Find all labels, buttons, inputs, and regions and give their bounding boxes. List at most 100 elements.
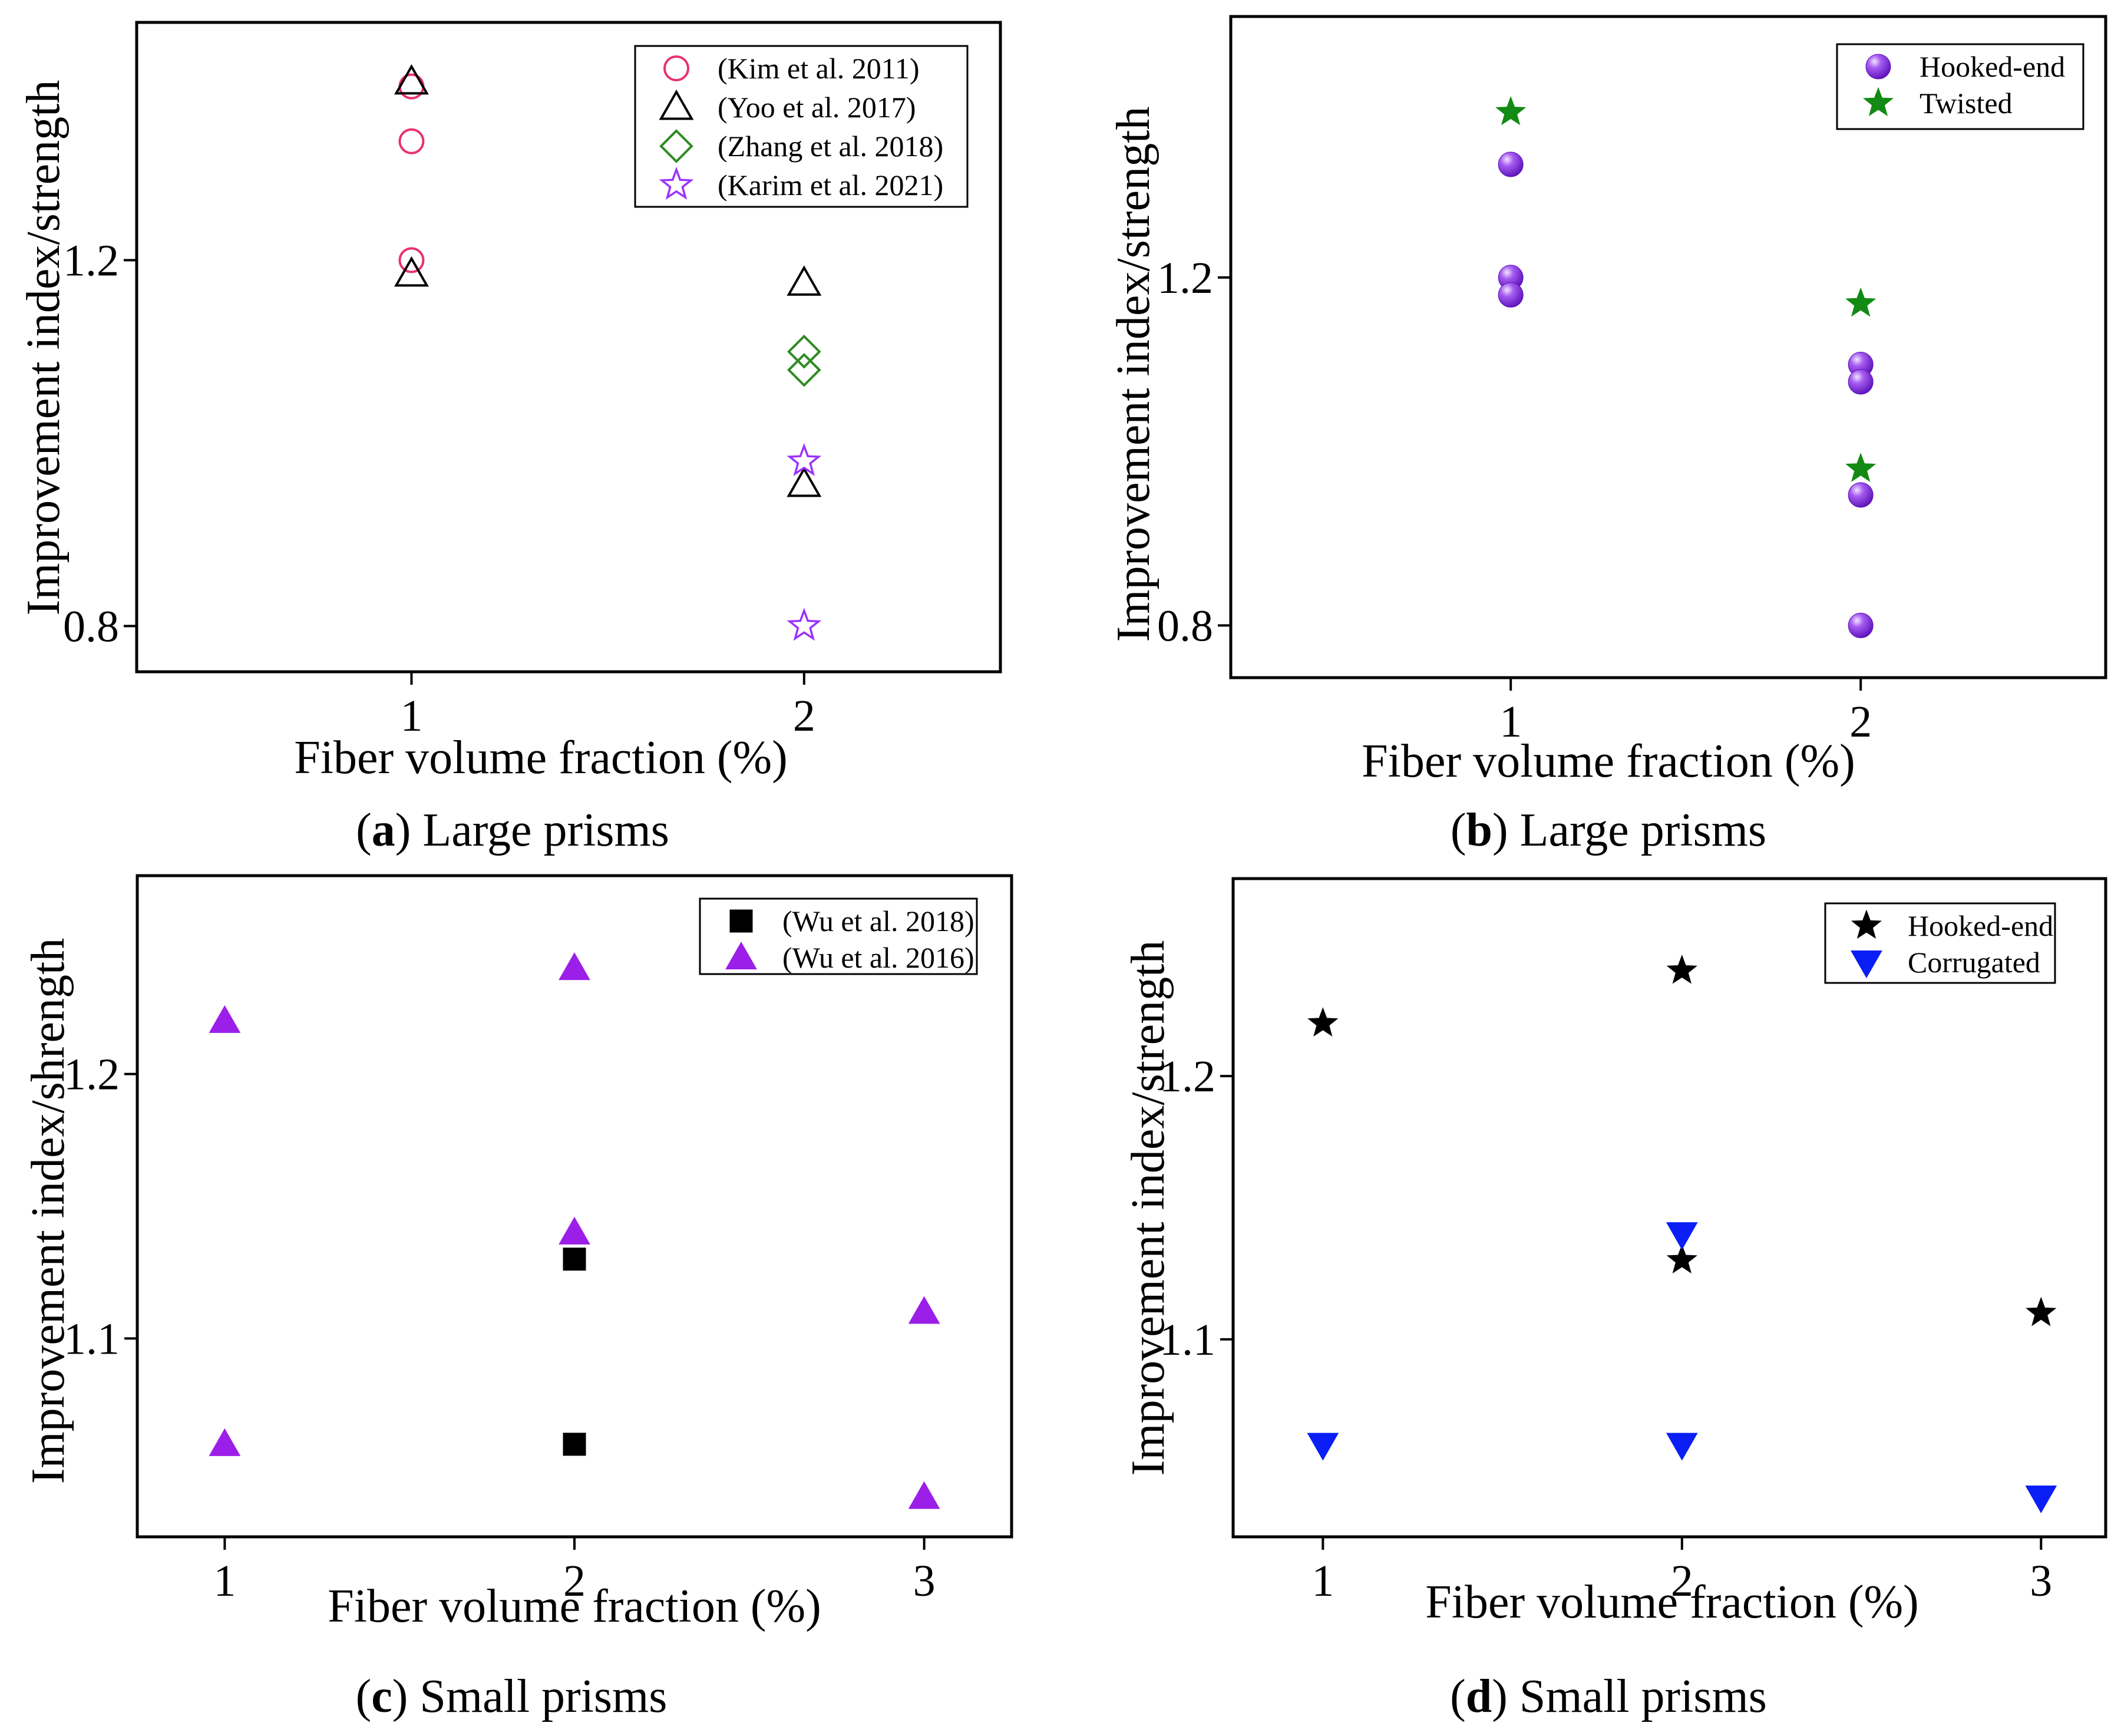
panel-a-axes-frame (135, 21, 1002, 674)
panel-a-legend-label: (Zhang et al. 2018) (718, 130, 943, 163)
panel-d-ytick-label: 1.2 (1159, 1052, 1215, 1101)
panel-b-xlabel: Fiber volume fraction (%) (1362, 735, 1855, 787)
panel-a-point-circle (398, 247, 425, 273)
panel-b-caption-letter: b (1466, 804, 1493, 856)
panel-a-caption: (a) Large prisms (356, 804, 669, 856)
panel-b-legend-label: Twisted (1920, 87, 2013, 120)
panel-b-ytick-label: 1.2 (1157, 253, 1213, 303)
panel-b-legend-marker (1862, 87, 1894, 117)
panel-a-ytick-label: 0.8 (63, 602, 119, 651)
panel-d-point-star (2026, 1296, 2057, 1326)
panel-c-xtick-label: 2 (563, 1556, 586, 1606)
panel-d-point-star (1666, 954, 1697, 984)
panel-b-point-sphere (1498, 282, 1524, 308)
panel-a: 1 2 0.8 1.2 (Kim et al. 2011) (Yoo et al. 201… (18, 21, 1002, 856)
panel-d-point-triangle-down (1666, 1222, 1698, 1250)
panel-a-legend-marker (663, 55, 689, 81)
panel-a-legend-label: (Kim et al. 2011) (718, 52, 920, 85)
panel-d-caption: (d) Small prisms (1450, 1671, 1767, 1722)
panel-c-ytick-label: 1.2 (64, 1050, 120, 1100)
panel-d-caption-letter: d (1466, 1671, 1492, 1722)
panel-b-plot: 1 2 0.8 1.2 Hooked-end Twisted (1157, 15, 2107, 747)
panel-c-plot: 1 2 3 1.1 1.2 (Wu et al. 2018)(Wu et al. 2016… (64, 874, 1013, 1606)
panel-d-xtick-label: 3 (2030, 1556, 2052, 1606)
panel-c-point-triangle-up (209, 1005, 241, 1033)
panel-c-point-triangle-up (559, 1216, 590, 1245)
panel-a-legend-marker (659, 129, 693, 163)
panel-d-legend-marker (1851, 909, 1882, 939)
panel-c-point-triangle-up (908, 1296, 940, 1324)
panel-c-ytick-label: 1.1 (64, 1314, 120, 1364)
panel-a-caption-text: Large prisms (422, 804, 669, 856)
panel-c: 1 2 3 1.1 1.2 (Wu et al. 2018)(Wu et al. 2016… (22, 874, 1013, 1722)
panel-d-point-triangle-down (2025, 1485, 2057, 1513)
panel-b: 1 2 0.8 1.2 Hooked-end Twisted Improvement in… (1108, 15, 2107, 856)
panel-a-plot: 1 2 0.8 1.2 (Kim et al. 2011) (Yoo et al. 201… (63, 21, 1002, 741)
panel-b-point-star (1495, 95, 1527, 126)
panel-a-legend-marker (659, 166, 694, 200)
panel-c-caption-letter: c (371, 1671, 392, 1722)
panel-c-xtick-label: 3 (913, 1556, 936, 1606)
panel-b-caption-text: Large prisms (1520, 804, 1766, 856)
panel-b-xtick-label: 1 (1499, 697, 1522, 747)
panel-d-xtick-label: 2 (1671, 1556, 1693, 1606)
panel-a-legend-label: (Karim et al. 2021) (718, 169, 943, 202)
panel-c-caption-text: Small prisms (419, 1671, 667, 1722)
panel-a-ytick-label: 1.2 (63, 236, 119, 286)
panel-a-point-star (787, 443, 822, 477)
panel-b-point-sphere (1848, 482, 1874, 508)
panel-b-point-sphere (1498, 151, 1524, 177)
panel-b-point-sphere (1848, 612, 1874, 638)
panel-a-xtick-label: 1 (400, 691, 422, 741)
panel-c-point-square (563, 1247, 586, 1271)
panel-d-point-star (1307, 1007, 1339, 1037)
panel-a-point-triangle-up (787, 466, 822, 497)
panel-a-xlabel: Fiber volume fraction (%) (294, 732, 788, 784)
panel-d-legend-label: Corrugated (1908, 946, 2040, 979)
panel-d-axes-frame (1231, 877, 2107, 1539)
panel-d-xtick-label: 1 (1311, 1556, 1334, 1606)
panel-d-legend-marker (1851, 950, 1882, 979)
panel-c-caption: (c) Small prisms (356, 1671, 668, 1722)
panel-b-axes-frame (1229, 15, 2107, 679)
panel-b-ylabel: Improvement index/strength (1108, 107, 1159, 642)
panel-d-caption-text: Small prisms (1519, 1671, 1767, 1722)
panel-c-legend-marker (729, 909, 753, 933)
panel-c-xtick-label: 1 (213, 1556, 236, 1606)
panel-d-plot: 1 2 3 1.1 1.2 Hooked-end Corrugated (1159, 877, 2107, 1606)
panel-d-point-star (1666, 1244, 1697, 1274)
panel-d-point-triangle-down (1307, 1433, 1339, 1461)
panel-c-ylabel: Improvement index/shrength (22, 938, 74, 1484)
panel-b-point-star (1845, 453, 1876, 482)
panel-c-point-square (563, 1433, 586, 1456)
panel-c-xlabel: Fiber volume fraction (%) (328, 1580, 821, 1632)
panel-b-point-star (1845, 287, 1876, 317)
panel-a-ylabel: Improvement index/strength (18, 80, 70, 616)
panel-a-point-triangle-up (787, 265, 822, 296)
panel-c-point-triangle-up (209, 1428, 241, 1456)
panel-a-point-star (787, 608, 822, 641)
panel-a-xtick-label: 2 (793, 691, 815, 741)
panel-b-xtick-label: 2 (1849, 697, 1872, 747)
panel-c-legend-label: (Wu et al. 2016) (782, 941, 974, 974)
panel-c-legend-label: (Wu et al. 2018) (782, 905, 974, 938)
panel-b-legend-marker (1865, 54, 1891, 80)
panel-d-point-triangle-down (1666, 1433, 1698, 1461)
panel-d-ylabel: Improvement index/strength (1122, 940, 1174, 1476)
panel-a-point-circle (398, 128, 425, 154)
panel-d: 1 2 3 1.1 1.2 Hooked-end Corrugated Improvemen… (1122, 877, 2107, 1722)
panel-b-legend-label: Hooked-end (1920, 50, 2065, 83)
panel-d-ytick-label: 1.1 (1159, 1315, 1215, 1365)
panel-d-xlabel: Fiber volume fraction (%) (1425, 1576, 1919, 1628)
panel-a-point-triangle-up (394, 64, 429, 95)
panel-c-legend-marker (725, 941, 757, 969)
panel-a-point-diamond (787, 352, 821, 387)
panel-a-point-triangle-up (394, 256, 429, 287)
panel-b-ytick-label: 0.8 (1157, 601, 1213, 651)
panel-c-point-triangle-up (559, 952, 590, 981)
panel-a-caption-letter: a (372, 804, 395, 856)
panel-b-point-sphere (1848, 369, 1874, 395)
panel-a-legend-marker (659, 89, 694, 120)
panel-a-point-diamond (787, 334, 821, 369)
